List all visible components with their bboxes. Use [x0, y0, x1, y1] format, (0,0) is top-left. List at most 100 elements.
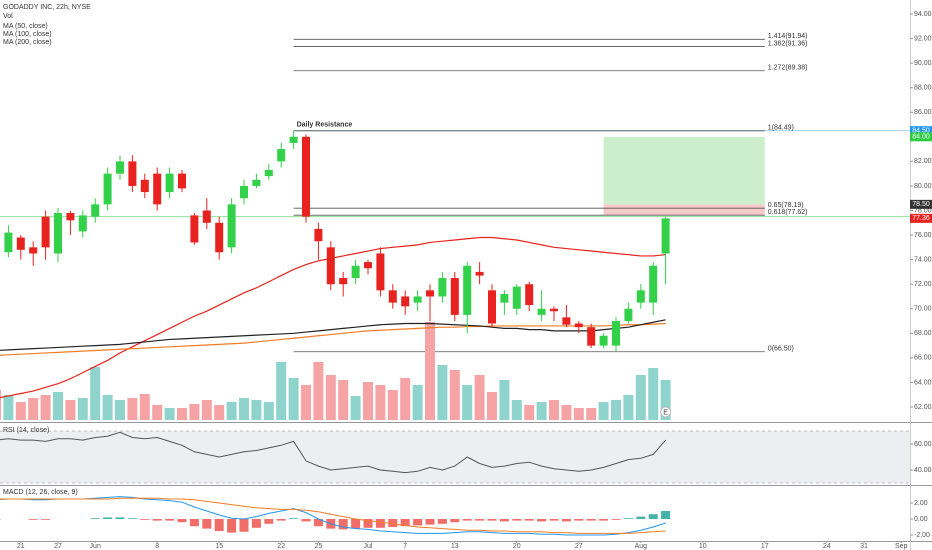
volume-bar — [549, 400, 559, 420]
price-label-box — [910, 132, 932, 142]
candle-body — [91, 204, 100, 217]
histogram-bar — [512, 519, 522, 521]
candle-body — [364, 262, 372, 269]
candle-body — [4, 232, 13, 253]
histogram-bar — [0, 519, 1, 520]
moving-average — [0, 322, 666, 356]
rsi-pane — [0, 430, 910, 484]
y-tick-label: 80.00 — [914, 183, 932, 190]
histogram-bar — [115, 517, 125, 519]
histogram-bar — [177, 519, 187, 523]
volume-bar — [214, 405, 225, 420]
volume-bar — [561, 405, 572, 420]
volume-bar — [524, 405, 535, 420]
candle-body — [550, 308, 558, 312]
candle-body — [78, 215, 87, 232]
candle-body — [426, 290, 434, 297]
candle-body — [190, 215, 199, 243]
rsi-band — [0, 431, 910, 483]
candle-body — [202, 210, 211, 223]
chart-title: GODADDY INC, 22h, NYSE — [3, 4, 91, 11]
volume-bar — [189, 404, 200, 420]
axes: 62.0064.0066.0068.0070.0072.0074.0076.00… — [17, 11, 932, 550]
candle-body — [178, 173, 186, 189]
candle-body — [116, 161, 124, 174]
moving-average — [0, 319, 666, 351]
legend-entry: MA (200, close) — [3, 39, 52, 46]
histogram-bar — [41, 519, 51, 520]
volume-bar — [363, 382, 373, 420]
y-tick-label: 78.00 — [914, 207, 932, 214]
candle-body — [537, 308, 546, 315]
histogram-bar — [140, 519, 150, 520]
volume-bar — [511, 400, 522, 420]
candle-body — [562, 317, 571, 325]
x-tick-label: Jun — [90, 543, 101, 550]
volume-bar — [387, 390, 398, 420]
candle-body — [587, 327, 596, 346]
histogram-bar — [574, 519, 584, 521]
volume-bar — [177, 408, 187, 420]
x-tick-label: 24 — [823, 543, 831, 550]
histogram-bar — [648, 514, 658, 519]
candle-body — [140, 179, 149, 193]
candle-body — [314, 228, 323, 242]
candle-body — [215, 222, 224, 253]
annotation: Daily Resistance — [297, 122, 353, 129]
candle-body — [277, 149, 286, 162]
histogram-bar — [363, 519, 373, 528]
volume-bar — [437, 365, 448, 420]
candle-body — [401, 296, 410, 307]
histogram-bar — [611, 519, 621, 520]
histogram-bar — [487, 519, 497, 521]
fib-label: 1.414(91.94) — [768, 33, 808, 40]
fib-label: 0(66.50) — [768, 346, 794, 353]
candle-body — [227, 204, 236, 248]
candle-body — [624, 308, 633, 322]
volume-bar — [127, 398, 138, 420]
candle-body — [16, 237, 25, 250]
histogram-bar — [425, 519, 435, 525]
x-tick-label: 10 — [699, 543, 707, 550]
candle-body — [128, 161, 137, 186]
histogram-bar — [202, 519, 212, 529]
volume-bar — [350, 396, 361, 420]
histogram-bar — [189, 519, 199, 527]
fib-label: 1.272(89.38) — [768, 65, 808, 72]
candle-body — [153, 173, 162, 205]
x-tick-label: 13 — [451, 543, 459, 550]
candle-body — [29, 247, 38, 254]
volume-bar — [15, 402, 26, 420]
price-label-box — [910, 199, 932, 209]
y-tick-label: 86.00 — [914, 109, 932, 116]
histogram-bar — [251, 519, 261, 528]
volume-bar — [239, 398, 249, 420]
histogram-bar — [549, 519, 559, 521]
x-tick-label: Sep — [895, 543, 908, 550]
volume-bar — [375, 385, 386, 420]
candle-body — [240, 185, 248, 199]
x-tick-label: Jul — [364, 543, 373, 550]
candle-body — [488, 290, 496, 324]
y-tick-label: 2.00 — [914, 500, 928, 507]
histogram-bar — [462, 519, 472, 521]
histogram-bar — [301, 519, 311, 522]
volume-bar — [623, 395, 634, 420]
rsi-line — [0, 431, 666, 474]
volume-bar — [573, 408, 584, 420]
candle-body — [339, 278, 348, 285]
x-tick-label: 17 — [761, 543, 769, 550]
pane-title: RSI (14, close) — [3, 427, 49, 434]
y-tick-label: 82.00 — [914, 158, 932, 165]
x-tick-label: 15 — [215, 543, 223, 550]
histogram-bar — [28, 519, 38, 520]
volume-bar — [635, 375, 646, 420]
candle-body — [661, 218, 670, 254]
candle-body — [500, 294, 509, 303]
x-tick-label: 21 — [17, 543, 25, 550]
candle-body — [599, 335, 608, 346]
candle-body — [376, 253, 385, 291]
histogram-bar — [214, 519, 224, 531]
volume-bar — [586, 408, 597, 420]
